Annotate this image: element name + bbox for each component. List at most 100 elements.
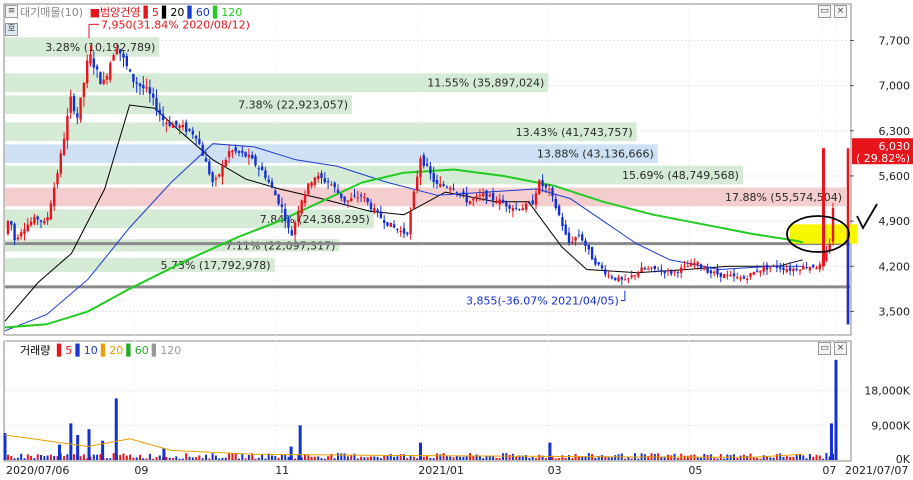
volume-bar [455,455,458,460]
volume-bar [244,458,247,460]
candle-body [501,199,505,203]
volume-bar [604,456,607,460]
candle-body [82,82,86,97]
candle-body [729,274,732,276]
close-volume-icon[interactable]: × [834,342,847,355]
candle-body [158,109,161,115]
legend-item: ▌20 [161,6,185,19]
candle-body [755,270,759,272]
candle-body [214,178,218,180]
candle-body [198,138,201,145]
candle-body [706,267,709,273]
candle-body [554,198,557,209]
candle-body [482,193,485,197]
candle-body [310,182,313,187]
candle-body [455,192,458,194]
volume-bar [511,453,514,460]
candle-body [92,58,95,68]
candle-body [491,192,495,201]
volume-bar [403,454,405,460]
volume-bar [317,456,320,460]
candle-body [379,211,383,219]
candle-body [465,193,468,203]
volume-bar [172,457,174,460]
volume-bar [208,458,211,460]
candle-body [812,264,815,268]
volume-bar [577,456,580,460]
candle-body [264,170,267,179]
candle-body [472,198,475,201]
volume-bar [812,456,815,460]
volume-bar [716,458,719,460]
candle-body [746,278,749,280]
supply-band [5,144,658,164]
candle-body [508,205,511,209]
volume-bar [366,457,369,460]
volume-bar [224,457,227,460]
candle-body [571,241,574,243]
volume-bar [254,458,257,460]
volume-bar [660,456,663,460]
candle-body [49,203,53,220]
candle-body [610,276,614,279]
volume-bar [399,454,402,460]
candle-body [699,264,703,268]
volume-bar [558,458,561,460]
candle-body [604,269,607,275]
candle-body [359,195,363,197]
volume-bar [832,453,834,460]
candle-body [772,265,775,267]
legend-item: ▌5 [56,344,73,357]
volume-bar [412,456,415,460]
candle-body [686,266,689,268]
volume-bar [162,448,166,460]
volume-bar [739,455,742,460]
volume-bar [492,456,495,460]
candle-body [544,184,548,188]
toggle-icon[interactable]: 호 [5,23,18,36]
candle-body [567,232,571,243]
settings-icon[interactable]: ≡ [5,5,18,18]
minimize-pane-icon[interactable]: ▭ [818,5,831,18]
volume-bar [7,454,9,460]
volume-bar [584,456,587,460]
volume-bars [3,359,838,460]
candle-body [488,194,491,197]
candle-body [607,275,610,277]
volume-bar [241,454,244,460]
supply-band-label: 5.73% (17,792,978) [160,259,270,272]
supply-band-label: 7.84% (24,368,295) [260,213,370,226]
minimize-volume-icon[interactable]: ▭ [818,342,831,355]
candle-body [785,269,788,272]
candle-body [46,217,49,221]
candle-body [689,262,693,267]
candle-body [557,205,561,216]
close-pane-icon[interactable]: × [834,5,847,18]
supply-band [5,257,275,273]
volume-bar [284,454,287,460]
volume-bar [442,453,445,460]
volume-bar [561,455,564,460]
volume-bar [343,453,346,460]
candle-body [313,177,317,185]
candle-body [10,221,13,225]
candle-body [528,202,531,204]
candle-body [805,267,808,269]
volume-bar [416,458,419,460]
volume-bar [132,457,135,460]
candle-body [350,198,353,201]
volume-bar [419,442,422,460]
candle-body [462,191,465,195]
volume-bar [637,458,640,460]
volume-bar [114,398,118,460]
volume-bar [277,457,280,460]
volume-bar [238,458,240,460]
candle-body [680,267,683,273]
volume-bar [601,455,603,460]
volume-bar [538,454,541,460]
volume-bar [551,455,554,460]
candle-body [20,232,23,237]
volume-bar [521,455,524,460]
candle-body [468,201,472,204]
current-price-change: ( 29.82%) [856,152,910,165]
